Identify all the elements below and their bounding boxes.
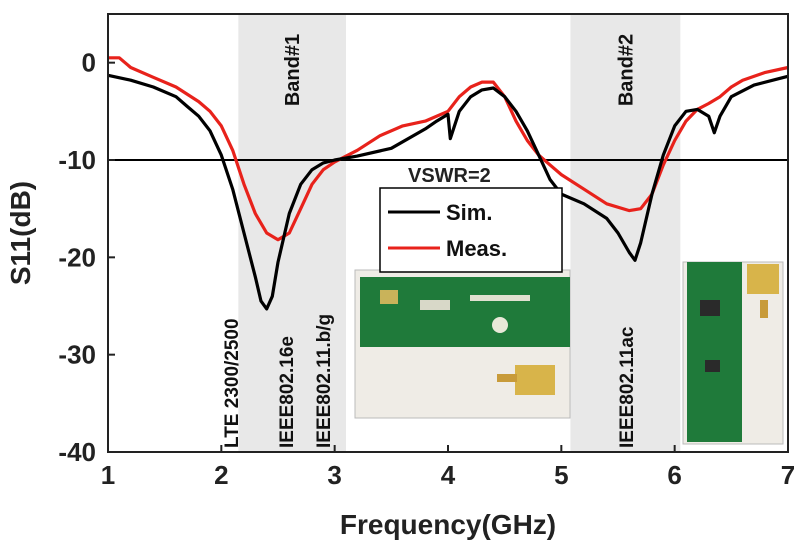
x-tick-label: 4 [441,460,456,490]
band-region-2 [570,14,681,452]
x-tick-label: 2 [214,460,228,490]
annotation-lte: LTE 2300/2500 [222,318,243,448]
y-axis-label: S11(dB) [5,181,36,285]
x-tick-label: 5 [554,460,568,490]
legend-label-meas: Meas. [446,236,507,261]
legend-box [379,187,563,273]
x-axis-label: Frequency(GHz) [340,509,556,540]
x-tick-label: 7 [781,460,794,490]
antenna-photo-left [354,269,571,419]
legend-label-sim: Sim. [446,200,492,225]
band-region-1 [238,14,346,452]
x-tick-label: 1 [101,460,115,490]
y-tick-label: -40 [58,437,96,467]
band-label-1: Band#1 [282,34,304,106]
annotation-ieee80211bg: IEEE802.11.b/g [314,314,335,448]
x-tick-label: 3 [327,460,341,490]
y-tick-label: -30 [58,340,96,370]
series-line-sim [107,73,789,311]
y-tick-label: -10 [58,145,96,175]
annotation-ieee80216e: IEEE802.16e [277,336,298,448]
annotation-ieee80211ac: IEEE802.11ac [617,326,638,448]
frequency-bands: Band#1 Band#2 [238,14,681,452]
x-tick-label: 6 [667,460,681,490]
vswr-label: VSWR=2 [408,165,491,187]
series-line-meas [108,56,789,242]
axes: 1 2 3 4 5 6 7 0 -10 -20 -30 -40 [58,13,794,490]
y-tick-label: -20 [58,242,96,272]
antenna-photo-right [682,261,784,445]
y-tick-label: 0 [82,48,96,78]
band-label-2: Band#2 [615,34,637,106]
legend: Sim. Meas. [379,187,563,273]
